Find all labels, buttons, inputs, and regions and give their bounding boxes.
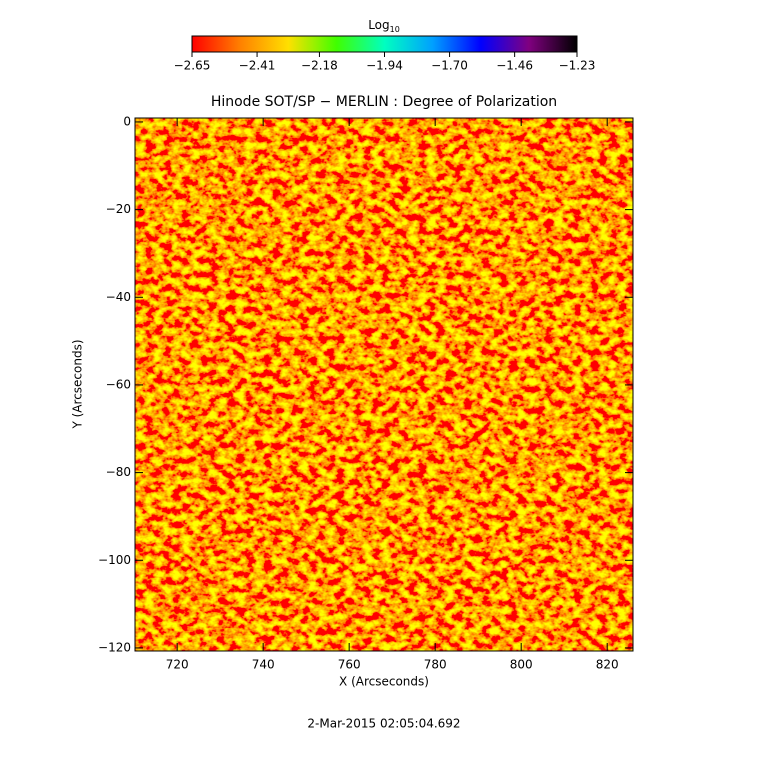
chart-title: Hinode SOT/SP − MERLIN : Degree of Polar… — [211, 94, 557, 110]
y-axis-label: Y (Arcseconds) — [71, 339, 85, 429]
x-tick-label: 740 — [252, 658, 275, 672]
colorbar-tick-label: −2.18 — [301, 59, 338, 73]
x-tick-label: 760 — [338, 658, 361, 672]
colorbar-tick-label: −1.46 — [496, 59, 533, 73]
colorbar-tick-label: −1.70 — [431, 59, 468, 73]
y-tick-label: −60 — [106, 377, 131, 391]
colorbar-label-main: Log — [368, 18, 389, 32]
polarization-image — [135, 118, 633, 651]
colorbar-label-sub: 10 — [390, 25, 400, 34]
x-tick-label: 720 — [166, 658, 189, 672]
y-tick-label: −100 — [98, 553, 131, 567]
colorbar-tick-label: −2.65 — [174, 59, 211, 73]
x-tick-label: 820 — [596, 658, 619, 672]
x-tick-label: 780 — [424, 658, 447, 672]
y-tick-label: −120 — [98, 640, 131, 654]
y-tick-label: −20 — [106, 202, 131, 216]
colorbar-tick-label: −1.94 — [366, 59, 403, 73]
footer: 2-Mar-2015 02:05:04.692 — [307, 717, 460, 731]
x-tick-label: 800 — [510, 658, 533, 672]
colorbar-label: Log10 — [368, 18, 400, 34]
y-tick-label: −40 — [106, 290, 131, 304]
colorbar — [191, 35, 578, 53]
colorbar-tick-label: −2.41 — [239, 59, 276, 73]
y-tick-label: 0 — [123, 114, 131, 128]
x-axis-label: X (Arcseconds) — [339, 675, 429, 689]
colorbar-tick-label: −1.23 — [559, 59, 596, 73]
y-tick-label: −80 — [106, 465, 131, 479]
